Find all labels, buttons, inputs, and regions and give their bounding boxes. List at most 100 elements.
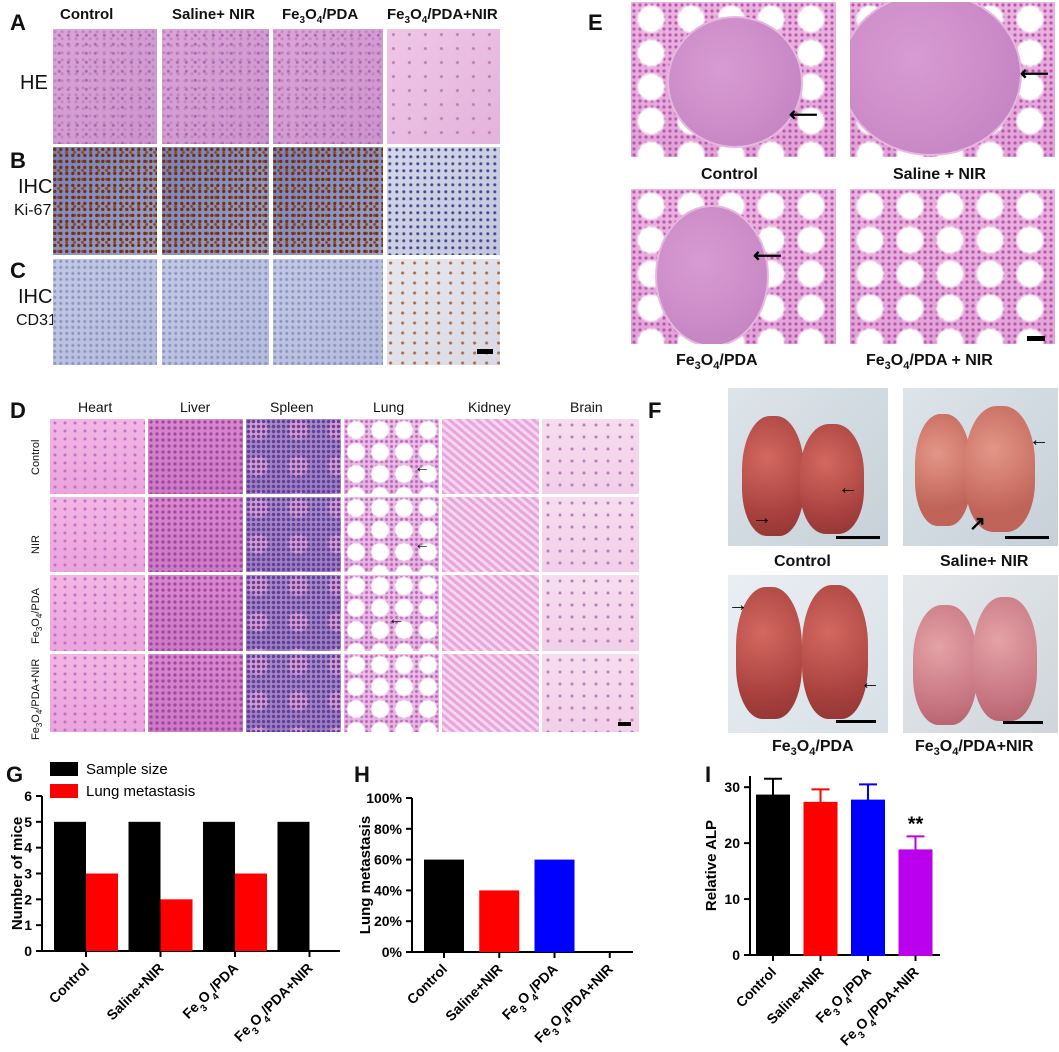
abc-header-saline-nir: Saline+ NIR <box>172 6 255 23</box>
row-label-ki67: Ki-67 <box>14 202 52 219</box>
row-label-ihc-ki67: IHC <box>18 176 53 198</box>
d-spleen-control-image <box>246 419 341 494</box>
d-row-label-fe3o4-pda: Fe3O4/PDA <box>30 588 45 644</box>
d-brain-control-image <box>542 419 639 494</box>
d-lung-fe3o4-pda-nir-image <box>344 654 439 732</box>
d-heart-fe3o4-pda-nir-image <box>50 654 145 732</box>
arrow-icon: ← <box>838 477 858 499</box>
scale-bar-f <box>836 536 880 539</box>
bar-sample-size <box>54 821 86 951</box>
x-tick-label: Saline+NIR <box>442 961 505 1024</box>
x-tick-label: Fe3O4/PDA <box>179 960 245 1026</box>
d-kidney-fe3o4-pda-nir-image <box>442 654 539 732</box>
y-tick-label: 5 <box>24 814 32 830</box>
d-header-heart: Heart <box>78 399 113 415</box>
panel-label-i: I <box>705 762 712 787</box>
e-caption-saline-nir: Saline + NIR <box>893 166 986 183</box>
scale-bar-c <box>477 349 493 354</box>
y-tick-label: 30 <box>724 779 740 795</box>
bar <box>424 859 464 952</box>
x-tick-label: Control <box>733 964 780 1011</box>
d-liver-fe3o4-pda-nir-image <box>148 654 243 732</box>
d-liver-nir-image <box>148 497 243 572</box>
d-brain-fe3o4-pda-image <box>542 575 639 651</box>
y-tick-label: 20 <box>724 835 740 851</box>
panel-label-f: F <box>648 398 662 423</box>
x-tick-label: Saline+NIR <box>103 960 166 1023</box>
legend-swatch <box>50 762 78 776</box>
ki67-saline-nir-image <box>162 147 269 255</box>
lung-lobe <box>800 424 864 534</box>
lung-lobe <box>913 605 977 725</box>
d-liver-control-image <box>148 419 243 494</box>
bar <box>534 859 575 952</box>
f-caption-fe3o4-pda-nir: Fe3O4/PDA+NIR <box>915 738 1034 759</box>
tumor-nodule <box>850 2 1022 156</box>
y-tick-label: 20% <box>374 913 403 929</box>
d-header-spleen: Spleen <box>270 399 314 415</box>
y-tick-label: 60% <box>374 852 403 868</box>
arrow-icon: ← <box>414 459 430 476</box>
d-spleen-nir-image <box>246 497 341 572</box>
ki67-fe3o4-pda-nir-image <box>387 147 500 255</box>
arrow-icon: ⟵ <box>753 245 782 267</box>
ki67-control-image <box>53 147 157 255</box>
d-kidney-fe3o4-pda-image <box>442 575 539 651</box>
he-control-image <box>53 29 157 144</box>
x-tick-label: Fe3O4/PDA+NIR <box>231 960 320 1049</box>
y-tick-label: 0 <box>24 943 32 959</box>
he-fe3o4-pda-nir-image <box>387 29 500 144</box>
arrow-icon: ⟵ <box>789 104 818 126</box>
d-header-kidney: Kidney <box>468 399 511 415</box>
he-fe3o4-pda-image <box>273 29 383 144</box>
e-caption-fe3o4-pda-nir: Fe3O4/PDA + NIR <box>866 352 993 373</box>
y-tick-label: 4 <box>24 840 32 856</box>
significance-label: ** <box>908 813 924 835</box>
scale-bar-e <box>1027 336 1045 341</box>
y-tick-label: 10 <box>724 891 740 907</box>
panel-label-d: D <box>10 398 26 423</box>
bar-sample-size <box>203 821 235 951</box>
panel-label-e: E <box>588 10 603 35</box>
arrow-icon: ← <box>1029 429 1049 451</box>
arrow-icon: ↗ <box>969 513 986 535</box>
y-axis-title: Number of mice <box>9 817 26 930</box>
bar-lung-metastasis <box>86 873 118 951</box>
lung-lobe <box>915 414 971 526</box>
row-label-cd31: CD31 <box>16 312 57 329</box>
f-fe3o4-pda-nir-photo <box>903 575 1058 733</box>
y-tick-label: 80% <box>374 821 403 837</box>
d-header-brain: Brain <box>570 399 603 415</box>
y-axis-title: Lung metastasis <box>357 816 374 934</box>
y-tick-label: 0% <box>382 944 403 960</box>
bar <box>756 795 790 955</box>
d-kidney-control-image <box>442 419 539 494</box>
cd31-fe3o4-pda-image <box>273 259 383 365</box>
tumor-nodule <box>655 205 769 344</box>
ki67-fe3o4-pda-image <box>273 147 383 255</box>
d-heart-control-image <box>50 419 145 494</box>
d-lung-nir-image <box>344 497 439 572</box>
d-kidney-nir-image <box>442 497 539 572</box>
abc-header-fe3o4-pda-nir: Fe3O4/PDA+NIR <box>387 6 498 26</box>
scale-bar-f <box>1005 536 1049 539</box>
d-heart-fe3o4-pda-image <box>50 575 145 651</box>
d-spleen-fe3o4-pda-image <box>246 575 341 651</box>
bar <box>479 890 520 952</box>
e-fe3o4-pda-nir-image <box>850 189 1055 344</box>
arrow-icon: → <box>752 507 772 529</box>
x-tick-label: Control <box>46 960 93 1007</box>
bar <box>851 800 885 955</box>
panel-label-h: H <box>354 762 370 787</box>
bar-lung-metastasis <box>160 899 193 951</box>
lung-lobe <box>973 597 1037 721</box>
f-caption-fe3o4-pda: Fe3O4/PDA <box>772 738 854 759</box>
row-label-ihc-cd31: IHC <box>18 286 53 308</box>
d-row-label-fe3o4-pda-nir: Fe3O4/PDA+NIR <box>30 658 45 740</box>
tumor-nodule <box>667 16 803 148</box>
f-caption-saline-nir: Saline+ NIR <box>940 553 1029 570</box>
scale-bar-d <box>618 722 631 726</box>
e-caption-fe3o4-pda: Fe3O4/PDA <box>676 352 758 373</box>
abc-header-fe3o4-pda: Fe3O4/PDA <box>282 6 359 26</box>
